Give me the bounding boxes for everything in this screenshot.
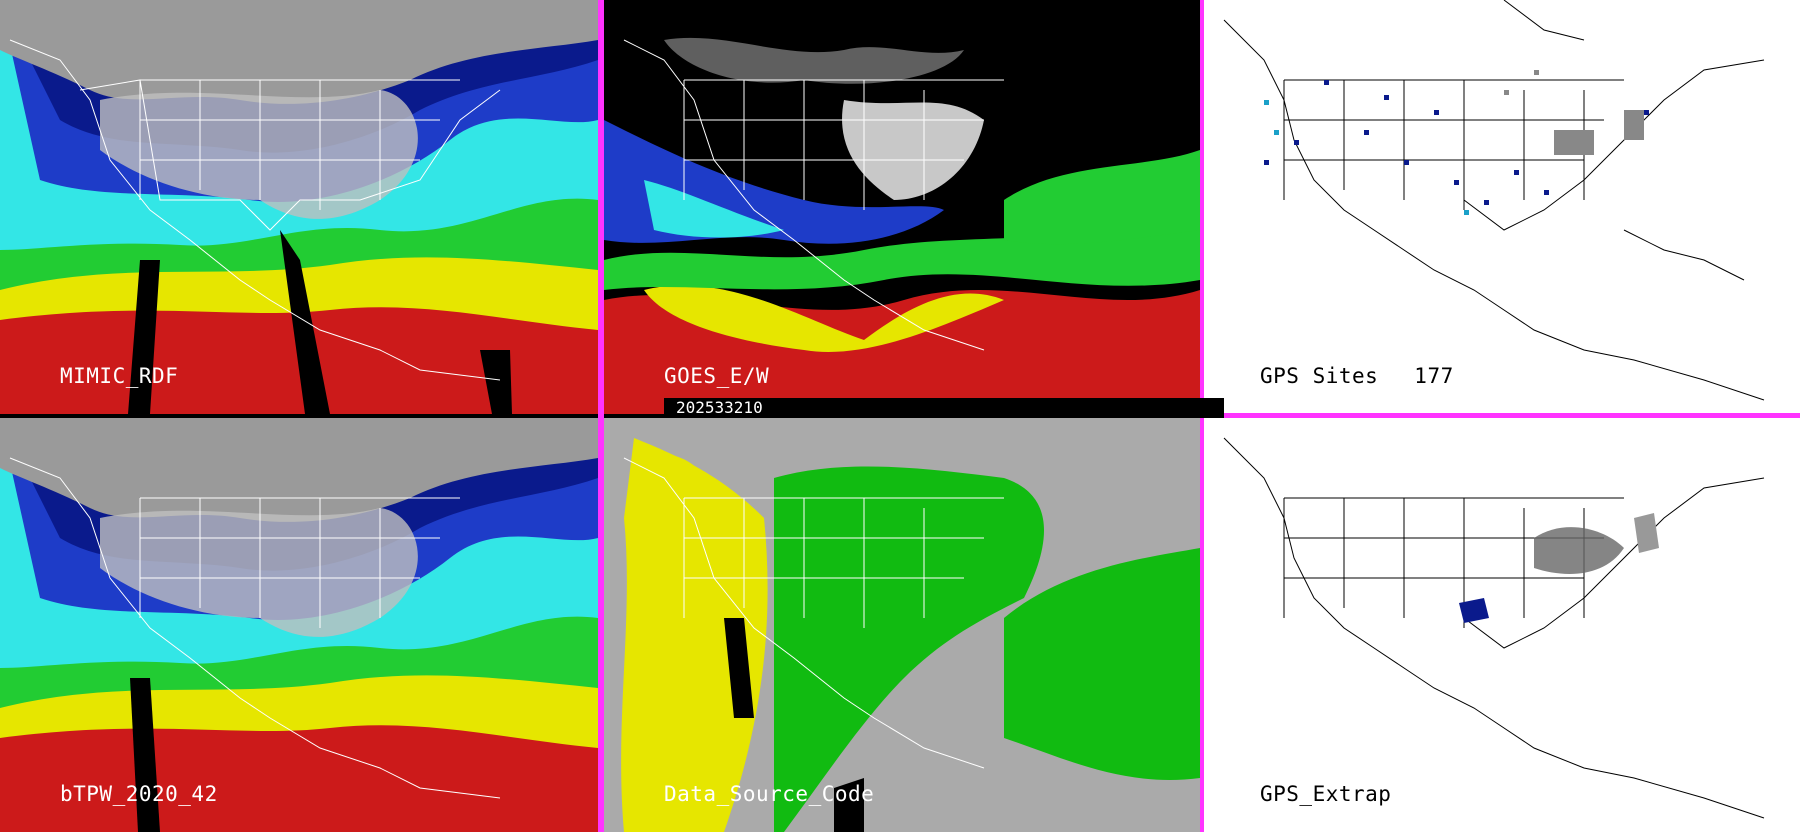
btpw-map — [0, 418, 598, 832]
panel-gps-extrap: GPS_Extrap — [1204, 418, 1800, 832]
dsc-map — [604, 418, 1200, 832]
panel-label: GOES_E/W — [664, 364, 770, 388]
panel-label: GPS Sites 177 — [1260, 364, 1454, 388]
gps-sites-map — [1223, 0, 1765, 401]
horizontal-divider — [1200, 413, 1800, 418]
tpw-map — [0, 0, 598, 414]
panel-goes-ew: GOES_E/W — [604, 0, 1200, 414]
panel-gps-sites: GPS Sites 177 — [1204, 0, 1800, 414]
timestamp-bar: 202533210 — [664, 398, 1224, 418]
goes-map — [604, 0, 1200, 414]
coastlines-icon — [1223, 0, 1765, 401]
gps-sites-label: GPS Sites — [1260, 364, 1379, 388]
timestamp-text: 202533210 — [676, 398, 763, 417]
panel-label: GPS_Extrap — [1260, 782, 1392, 806]
gps-site-markers-icon — [1264, 80, 1649, 205]
panel-mimic-rdf: MIMIC_RDF — [0, 0, 598, 414]
panel-label: MIMIC_RDF — [60, 364, 179, 388]
panel-data-source-code: Data_Source_Code — [604, 418, 1200, 832]
gps-sites-count: 177 — [1414, 364, 1454, 388]
gps-extrap-map — [1223, 437, 1765, 819]
panel-btpw: bTPW_2020_42 — [0, 418, 598, 832]
state-boundaries-icon — [9, 39, 501, 381]
panel-label: bTPW_2020_42 — [60, 782, 218, 806]
vertical-divider-left — [598, 0, 604, 832]
panel-label: Data_Source_Code — [664, 782, 875, 806]
